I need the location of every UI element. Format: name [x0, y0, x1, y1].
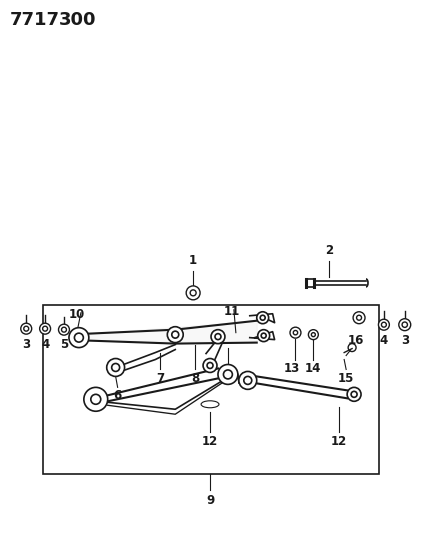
Circle shape: [203, 359, 217, 373]
Circle shape: [308, 330, 318, 340]
Text: 15: 15: [338, 373, 354, 385]
Text: 14: 14: [305, 362, 322, 375]
Text: 6: 6: [114, 389, 122, 402]
Circle shape: [347, 387, 361, 401]
Text: 8: 8: [191, 373, 199, 385]
Text: 4: 4: [41, 337, 49, 351]
Bar: [43, 305, 379, 474]
Text: 7717: 7717: [9, 11, 59, 29]
Circle shape: [211, 330, 225, 344]
Circle shape: [399, 319, 411, 330]
Text: 3: 3: [22, 337, 30, 351]
Text: 300: 300: [59, 11, 97, 29]
Text: 7: 7: [156, 373, 164, 385]
Circle shape: [186, 286, 200, 300]
Text: 11: 11: [224, 305, 240, 318]
Circle shape: [290, 327, 301, 338]
Circle shape: [258, 330, 270, 342]
Text: 16: 16: [348, 334, 364, 346]
Circle shape: [353, 312, 365, 324]
Circle shape: [378, 319, 390, 330]
Text: 12: 12: [202, 435, 218, 448]
Text: 5: 5: [60, 337, 68, 351]
Circle shape: [84, 387, 108, 411]
Text: 3: 3: [401, 334, 409, 346]
Text: 9: 9: [206, 494, 214, 507]
Circle shape: [39, 323, 51, 334]
Circle shape: [257, 312, 269, 324]
Circle shape: [69, 328, 89, 348]
Circle shape: [239, 372, 257, 389]
Text: 1: 1: [189, 254, 197, 267]
Text: 12: 12: [331, 435, 347, 448]
Text: 9: 9: [224, 373, 232, 385]
Text: 2: 2: [325, 244, 333, 257]
Text: 4: 4: [380, 334, 388, 346]
Circle shape: [167, 327, 183, 343]
Circle shape: [58, 324, 69, 335]
Text: 13: 13: [284, 362, 299, 375]
Text: 10: 10: [69, 308, 85, 321]
Circle shape: [218, 365, 238, 384]
Circle shape: [21, 323, 32, 334]
Circle shape: [107, 359, 124, 376]
